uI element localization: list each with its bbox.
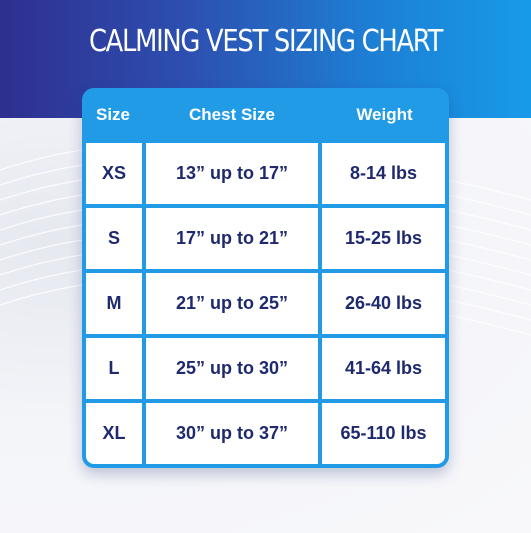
cell-size: S — [86, 208, 142, 269]
cell-weight: 8-14 lbs — [322, 143, 445, 204]
table-header-row: Size Chest Size Weight — [82, 88, 449, 139]
header-chest-size: Chest Size — [189, 105, 275, 124]
cell-size: M — [86, 273, 142, 334]
cell-weight: 26-40 lbs — [322, 273, 445, 334]
cell-weight: 65-110 lbs — [322, 403, 445, 464]
cell-chest: 25” up to 30” — [146, 338, 318, 399]
header-size: Size — [95, 105, 131, 124]
page-title: CALMING VEST SIZING CHART — [88, 24, 443, 59]
cell-weight: 41-64 lbs — [322, 338, 445, 399]
cell-size: XS — [86, 143, 142, 204]
cell-chest: 13” up to 17” — [146, 143, 318, 204]
cell-chest: 21” up to 25” — [146, 273, 318, 334]
cell-size: XL — [86, 403, 142, 464]
cell-size: L — [86, 338, 142, 399]
header-weight: Weight — [356, 105, 413, 124]
sizing-table: Size Chest Size Weight XS 13” up to 17” … — [82, 88, 449, 468]
cell-weight: 15-25 lbs — [322, 208, 445, 269]
cell-chest: 17” up to 21” — [146, 208, 318, 269]
cell-chest: 30” up to 37” — [146, 403, 318, 464]
